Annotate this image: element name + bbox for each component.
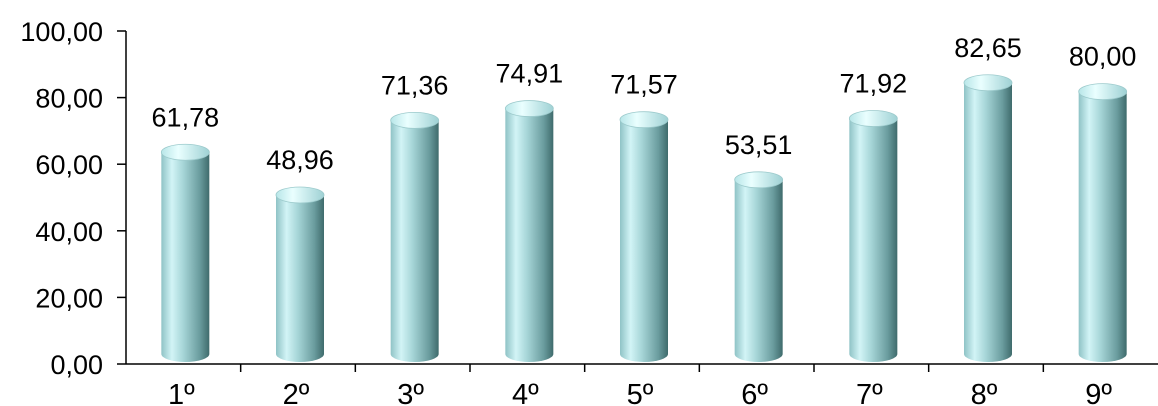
bar-cap bbox=[619, 111, 669, 129]
x-category-label: 2º bbox=[283, 379, 310, 406]
y-tick-label: 80,00 bbox=[35, 84, 103, 114]
bar bbox=[848, 110, 898, 362]
bar bbox=[1078, 83, 1128, 362]
bar-body bbox=[849, 118, 898, 362]
x-category-label: 8º bbox=[971, 379, 998, 406]
x-category-label: 6º bbox=[741, 379, 768, 406]
bar-cap bbox=[848, 110, 898, 127]
bar-cap bbox=[390, 111, 440, 129]
data-label: 80,00 bbox=[1069, 42, 1137, 72]
axes bbox=[117, 30, 1158, 372]
data-label: 53,51 bbox=[725, 130, 793, 160]
bar-cap bbox=[734, 171, 784, 189]
data-label: 48,96 bbox=[266, 145, 334, 175]
bar-body bbox=[505, 108, 554, 362]
data-label: 71,92 bbox=[840, 69, 908, 99]
x-category-label: 7º bbox=[856, 379, 883, 406]
bar bbox=[619, 111, 669, 362]
bar-cap bbox=[963, 74, 1013, 92]
y-tick-label: 40,00 bbox=[35, 217, 103, 247]
bar-body bbox=[734, 179, 783, 362]
labels: 0,00 20,00 40,00 60,00 80,00 100,00 61,78 1º 48,… bbox=[20, 17, 1136, 406]
x-category-label: 4º bbox=[512, 379, 539, 406]
y-tick-label: 0,00 bbox=[50, 350, 103, 380]
data-label: 74,91 bbox=[496, 59, 564, 89]
bar-body bbox=[1078, 91, 1127, 362]
y-tick-label: 60,00 bbox=[35, 150, 103, 180]
x-category-label: 1º bbox=[168, 379, 195, 406]
bars bbox=[160, 74, 1128, 362]
bar bbox=[963, 74, 1013, 362]
bar bbox=[160, 143, 210, 362]
bar bbox=[734, 171, 784, 362]
data-label: 71,57 bbox=[610, 70, 678, 100]
data-label: 61,78 bbox=[152, 102, 220, 132]
x-category-label: 3º bbox=[397, 379, 424, 406]
x-category-label: 9º bbox=[1085, 379, 1112, 406]
bar-body bbox=[390, 120, 439, 362]
x-category-label: 5º bbox=[627, 379, 654, 406]
bar-cap bbox=[504, 100, 554, 117]
data-label: 82,65 bbox=[954, 33, 1022, 63]
bar bbox=[504, 100, 554, 362]
bar-body bbox=[964, 82, 1012, 362]
bar-body bbox=[161, 152, 210, 362]
bar-cap bbox=[160, 143, 210, 161]
y-tick-label: 20,00 bbox=[35, 283, 103, 313]
bar bbox=[275, 186, 325, 362]
y-tick-label: 100,00 bbox=[20, 17, 103, 47]
bar bbox=[390, 111, 440, 362]
data-label: 71,36 bbox=[381, 70, 449, 100]
bar-body bbox=[276, 194, 324, 362]
bar-cap bbox=[275, 186, 325, 204]
bar-cap bbox=[1078, 83, 1128, 100]
bar-body bbox=[620, 119, 668, 362]
